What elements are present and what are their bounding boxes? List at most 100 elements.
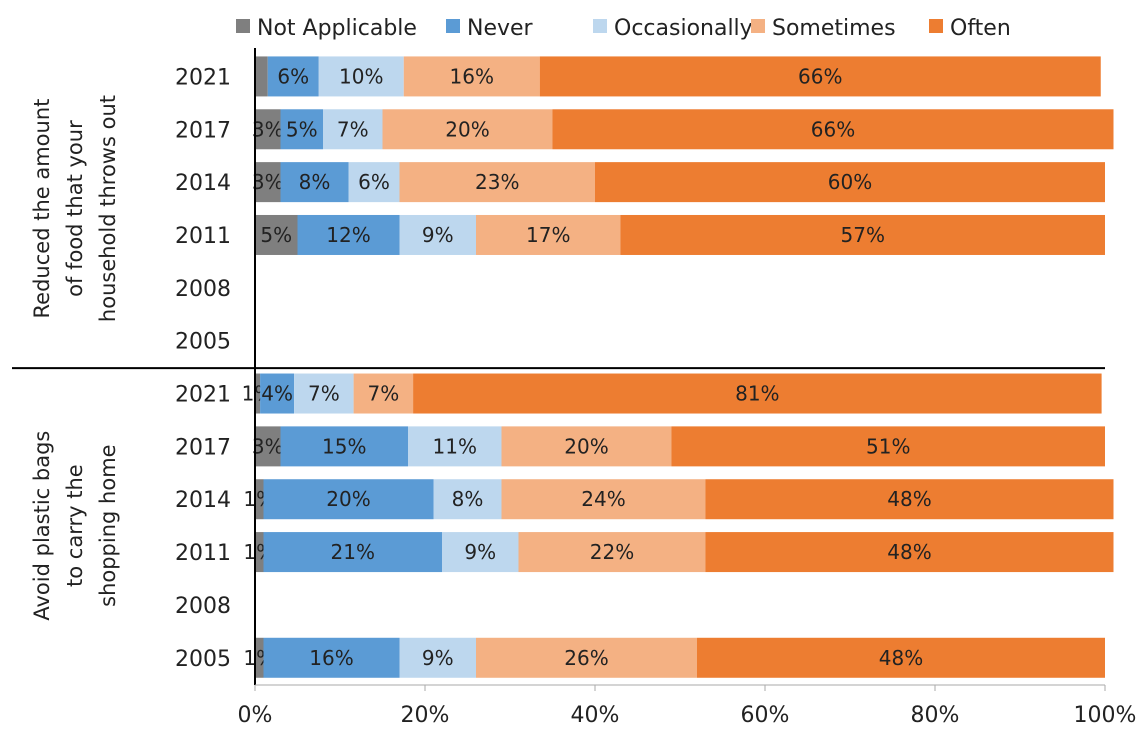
- legend-label: Never: [467, 16, 534, 41]
- year-label: 2014: [175, 488, 231, 513]
- year-label: 2017: [175, 118, 231, 143]
- bar-segment: [280, 109, 323, 150]
- data-label: 48%: [879, 646, 923, 670]
- legend-label: Not Applicable: [257, 16, 417, 41]
- bar-segment: [476, 214, 621, 255]
- bar-segment: [413, 373, 1102, 414]
- legend-swatch: [446, 19, 460, 33]
- bar-segment: [382, 109, 553, 150]
- bar-segment: [476, 637, 697, 678]
- data-label: 20%: [326, 487, 370, 511]
- year-label: 2008: [175, 594, 231, 619]
- bar-segment: [705, 532, 1114, 573]
- year-label: 2005: [175, 330, 231, 355]
- legend-swatch: [593, 19, 607, 33]
- data-label: 66%: [798, 64, 842, 88]
- bar-segment: [260, 373, 295, 414]
- data-label: 81%: [735, 382, 779, 406]
- data-label: 26%: [564, 646, 608, 670]
- bar-segment: [255, 109, 281, 150]
- bar-segment: [297, 214, 400, 255]
- bar-segment: [255, 56, 268, 97]
- data-label: 20%: [564, 434, 608, 458]
- year-label: 2021: [175, 383, 231, 408]
- data-label: 9%: [464, 540, 496, 564]
- x-tick-label: 20%: [401, 703, 450, 728]
- data-label: 48%: [887, 487, 931, 511]
- bar-segment: [294, 373, 354, 414]
- legend-label: Sometimes: [772, 16, 896, 41]
- data-label: 6%: [358, 170, 390, 194]
- bar-segment: [620, 214, 1105, 255]
- data-label: 21%: [331, 540, 375, 564]
- data-label: 16%: [309, 646, 353, 670]
- data-label: 7%: [308, 382, 340, 406]
- legend-swatch: [929, 19, 943, 33]
- x-tick-label: 0%: [238, 703, 273, 728]
- data-label: 10%: [339, 64, 383, 88]
- x-tick-label: 80%: [911, 703, 960, 728]
- year-label: 2005: [175, 647, 231, 672]
- bar-segment: [267, 56, 319, 97]
- bar-segment: [399, 214, 476, 255]
- bar-segment: [595, 162, 1105, 203]
- bar-segment: [280, 162, 349, 203]
- legend-swatch: [236, 19, 250, 33]
- group-label-line: household throws out: [96, 95, 120, 322]
- data-label: 22%: [590, 540, 634, 564]
- data-label: 7%: [367, 382, 399, 406]
- bar-segment: [671, 426, 1105, 467]
- data-label: 16%: [450, 64, 494, 88]
- year-label: 2017: [175, 435, 231, 460]
- data-label: 6%: [277, 64, 309, 88]
- data-label: 12%: [326, 223, 370, 247]
- data-label: 5%: [260, 223, 292, 247]
- data-label: 51%: [866, 434, 910, 458]
- year-label: 2021: [175, 65, 231, 90]
- bar-segment: [255, 214, 298, 255]
- legend-label: Occasionally: [614, 16, 753, 41]
- bar-segment: [323, 109, 383, 150]
- bar-segment: [697, 637, 1105, 678]
- bar-segment: [705, 479, 1114, 520]
- bar-segment: [255, 637, 264, 678]
- bar-segment: [408, 426, 502, 467]
- bar-segment: [255, 426, 281, 467]
- bar-segment: [318, 56, 404, 97]
- bar-segment: [255, 532, 264, 573]
- data-label: 60%: [828, 170, 872, 194]
- data-label: 8%: [452, 487, 484, 511]
- x-tick-label: 100%: [1074, 703, 1137, 728]
- x-tick-label: 40%: [571, 703, 620, 728]
- year-label: 2011: [175, 224, 231, 249]
- group-label: Reduced the amount of food that your house…: [30, 95, 120, 322]
- group-labels: Reduced the amount of food that your house…: [30, 95, 120, 621]
- data-label: 23%: [475, 170, 519, 194]
- axes: 0% 20% 40% 60% 80% 100%: [12, 48, 1136, 728]
- data-label: 5%: [286, 117, 318, 141]
- year-label: 2011: [175, 541, 231, 566]
- bar-segment: [539, 56, 1101, 97]
- bar-segment: [518, 532, 706, 573]
- group-label-line: of food that your: [63, 120, 87, 297]
- data-label: 7%: [337, 117, 369, 141]
- bar-segment: [399, 162, 595, 203]
- bar-segment: [552, 109, 1114, 150]
- bar-segment: [255, 479, 264, 520]
- year-label: 2014: [175, 171, 231, 196]
- bar-segment: [263, 479, 434, 520]
- data-label: 4%: [261, 382, 293, 406]
- data-label: 24%: [581, 487, 625, 511]
- legend: Not Applicable Never Occasionally Sometimes…: [236, 16, 1011, 41]
- data-label: 15%: [322, 434, 366, 458]
- bar-segment: [255, 162, 281, 203]
- data-label: 3%: [252, 434, 284, 458]
- x-tick-label: 60%: [741, 703, 790, 728]
- bar-segment: [280, 426, 408, 467]
- group-label-line: Reduced the amount: [30, 99, 54, 319]
- bars: 2021 6% 10% 16% 66%2017 3% 5% 7% 20% 66%2014 3% 8% 6…: [175, 56, 1114, 678]
- bar-segment: [353, 373, 414, 414]
- bar-segment: [263, 532, 442, 573]
- data-label: 3%: [252, 117, 284, 141]
